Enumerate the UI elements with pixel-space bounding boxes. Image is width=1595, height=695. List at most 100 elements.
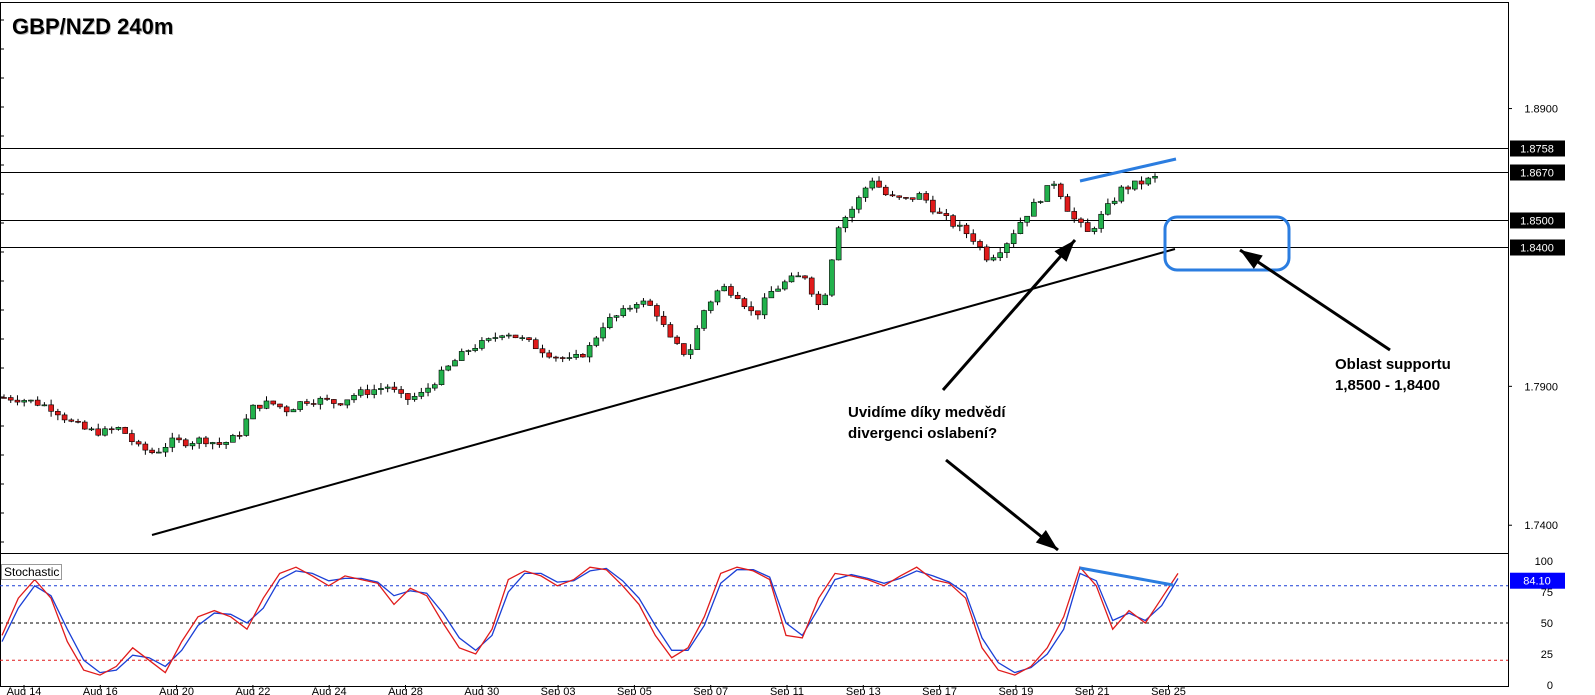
divergence-text-line1: Uvidíme díky medvědí xyxy=(848,404,1006,421)
bear-candle xyxy=(405,393,411,400)
bear-candle xyxy=(304,401,310,404)
bull-candle xyxy=(613,315,620,318)
chart-border xyxy=(0,2,1509,687)
price-tag-2 xyxy=(1510,212,1565,229)
bear-candle xyxy=(176,437,182,441)
bear-candle xyxy=(1084,222,1091,232)
bull-candle xyxy=(41,404,48,407)
bull-candle xyxy=(775,288,781,292)
divergence-text-line2: divergenci oslabení? xyxy=(848,425,998,442)
time-label: Sep 17 xyxy=(922,686,957,695)
bull-candle xyxy=(223,441,229,445)
bear-candle xyxy=(660,315,667,325)
time-label: Sep 25 xyxy=(1151,686,1186,695)
bear-candle xyxy=(149,449,155,454)
bear-candle xyxy=(667,324,674,338)
bull-candle xyxy=(835,227,842,261)
bull-candle xyxy=(1024,215,1030,223)
time-label: Sep 07 xyxy=(693,686,728,695)
bull-candle xyxy=(1010,233,1017,244)
bull-candle xyxy=(849,208,855,218)
stoch-value-tag xyxy=(1510,572,1565,589)
bear-candle xyxy=(553,356,559,359)
bear-candle xyxy=(270,400,277,405)
bull-candle xyxy=(418,391,425,397)
bear-candle xyxy=(364,389,371,395)
bull-candle xyxy=(788,275,795,283)
bear-candle xyxy=(936,211,943,214)
bull-candle xyxy=(862,187,869,198)
bear-candle xyxy=(681,343,687,355)
bear-candle xyxy=(337,403,344,406)
price-divergence-line xyxy=(1079,157,1177,183)
bear-candle xyxy=(526,337,532,341)
bull-candle xyxy=(707,301,714,311)
bear-candle xyxy=(977,241,983,248)
arrow-to-price-divergence xyxy=(941,239,1077,391)
bear-candle xyxy=(896,195,903,198)
bull-candle xyxy=(384,386,391,389)
bear-candle xyxy=(1057,183,1064,197)
bear-candle xyxy=(1125,186,1131,190)
time-label: Sep 05 xyxy=(617,686,652,695)
stoch-tick-75: 75 xyxy=(1541,587,1553,599)
bear-candle xyxy=(108,428,115,431)
bull-candle xyxy=(317,397,324,405)
bull-candle xyxy=(586,345,593,358)
level-lines xyxy=(0,148,1508,248)
bull-candle xyxy=(431,384,438,389)
rising-trendline xyxy=(151,248,1176,536)
bull-candle xyxy=(452,360,458,367)
stoch-tick-50: 50 xyxy=(1541,618,1553,630)
bull-candle xyxy=(371,389,378,395)
bull-candle xyxy=(761,297,768,316)
bear-candle xyxy=(654,305,660,317)
bear-candle xyxy=(728,286,734,296)
bear-candle xyxy=(815,293,822,306)
bear-candle xyxy=(923,193,929,201)
time-label: Sep 19 xyxy=(998,686,1033,695)
bear-candle xyxy=(95,428,102,436)
bear-candle xyxy=(142,443,149,451)
bear-candle xyxy=(970,233,977,242)
support-zone-box xyxy=(1163,215,1291,272)
bull-candle xyxy=(1118,186,1125,202)
bull-candle xyxy=(916,193,923,200)
bull-candle xyxy=(600,327,606,339)
bull-candle xyxy=(593,337,600,346)
time-label: Sep 11 xyxy=(770,686,804,695)
price-tag-text-1: 1.8670 xyxy=(1520,168,1554,180)
bear-candle xyxy=(283,406,290,413)
stochastic-panel: 100 75 50 25 0 84.10 xyxy=(0,556,1565,692)
stoch-tick-25: 25 xyxy=(1541,649,1553,661)
bull-candle xyxy=(957,224,963,227)
bull-candle xyxy=(351,395,357,401)
bull-candle xyxy=(189,443,196,447)
bull-candle xyxy=(485,338,492,341)
bull-candle xyxy=(458,351,465,361)
bull-candle xyxy=(357,389,364,396)
time-label: Aug 20 xyxy=(159,686,194,695)
bull-candle xyxy=(1145,177,1152,185)
bull-candle xyxy=(1132,180,1138,190)
bull-candle xyxy=(795,275,802,278)
time-axis: Aug 14 Aug 16 Aug 20 Aug 22 Aug 24 Aug 28 Aug … xyxy=(7,685,1186,695)
bull-candle xyxy=(620,308,627,317)
bull-candle xyxy=(1105,203,1111,215)
bear-candle xyxy=(546,352,553,358)
bull-candle xyxy=(196,437,202,444)
bull-candle xyxy=(566,357,573,359)
bear-candle xyxy=(755,310,761,316)
bull-candle xyxy=(606,317,613,329)
bear-candle xyxy=(1064,196,1071,212)
time-label: Aug 22 xyxy=(235,686,270,695)
bear-candle xyxy=(802,275,808,279)
bear-candle xyxy=(14,399,21,403)
bear-candle xyxy=(277,403,283,408)
bull-candle xyxy=(21,400,27,403)
bear-candle xyxy=(647,300,653,306)
bull-candle xyxy=(411,396,418,400)
bull-candle xyxy=(1031,201,1037,217)
bull-candle xyxy=(425,387,431,393)
